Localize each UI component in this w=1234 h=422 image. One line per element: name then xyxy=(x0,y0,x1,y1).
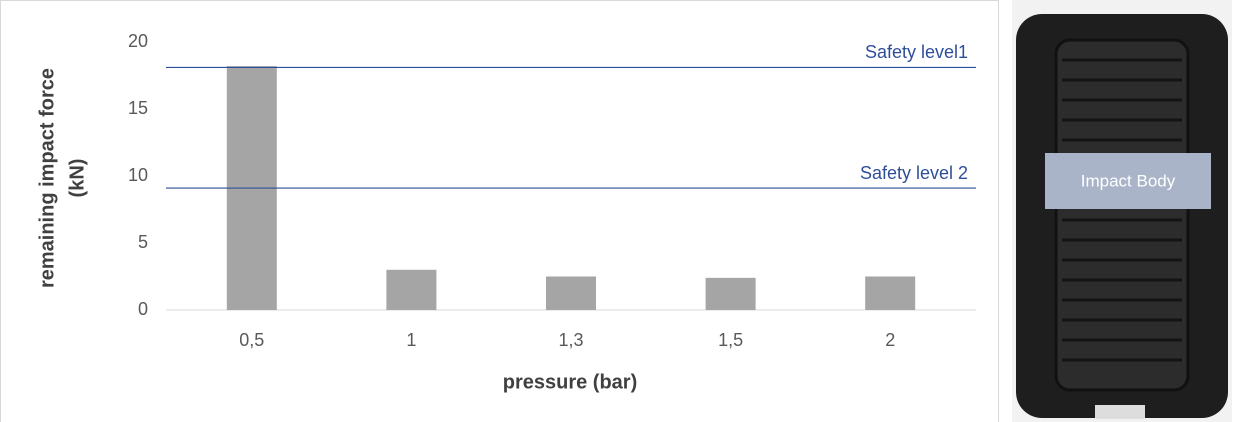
bar xyxy=(386,270,436,310)
x-tick-label: 0,5 xyxy=(239,330,264,350)
y-tick-label: 10 xyxy=(128,165,148,185)
reference-label: Safety level 2 xyxy=(860,163,968,183)
photo: Impact Body xyxy=(1012,0,1232,422)
bar xyxy=(865,277,915,311)
chart-frame xyxy=(1,1,999,422)
y-tick-label: 15 xyxy=(128,98,148,118)
y-axis-title: (kN) xyxy=(66,159,88,198)
y-axis-title: remaining impact force xyxy=(36,68,58,288)
photo-label: Impact Body xyxy=(1081,171,1176,190)
reference-label: Safety level1 xyxy=(865,42,968,62)
y-tick-label: 20 xyxy=(128,31,148,51)
tag xyxy=(1095,405,1145,419)
bar xyxy=(706,278,756,310)
x-tick-label: 1 xyxy=(406,330,416,350)
x-tick-label: 1,5 xyxy=(718,330,743,350)
y-tick-label: 0 xyxy=(138,299,148,319)
x-tick-label: 2 xyxy=(885,330,895,350)
bar xyxy=(546,277,596,311)
x-axis-title: pressure (bar) xyxy=(503,371,638,393)
y-tick-label: 5 xyxy=(138,232,148,252)
x-tick-label: 1,3 xyxy=(558,330,583,350)
impact-body-inner xyxy=(1056,40,1188,390)
page: pressure (bar) remaining impact force (k… xyxy=(0,0,1234,422)
figure: pressure (bar) remaining impact force (k… xyxy=(0,0,1234,422)
